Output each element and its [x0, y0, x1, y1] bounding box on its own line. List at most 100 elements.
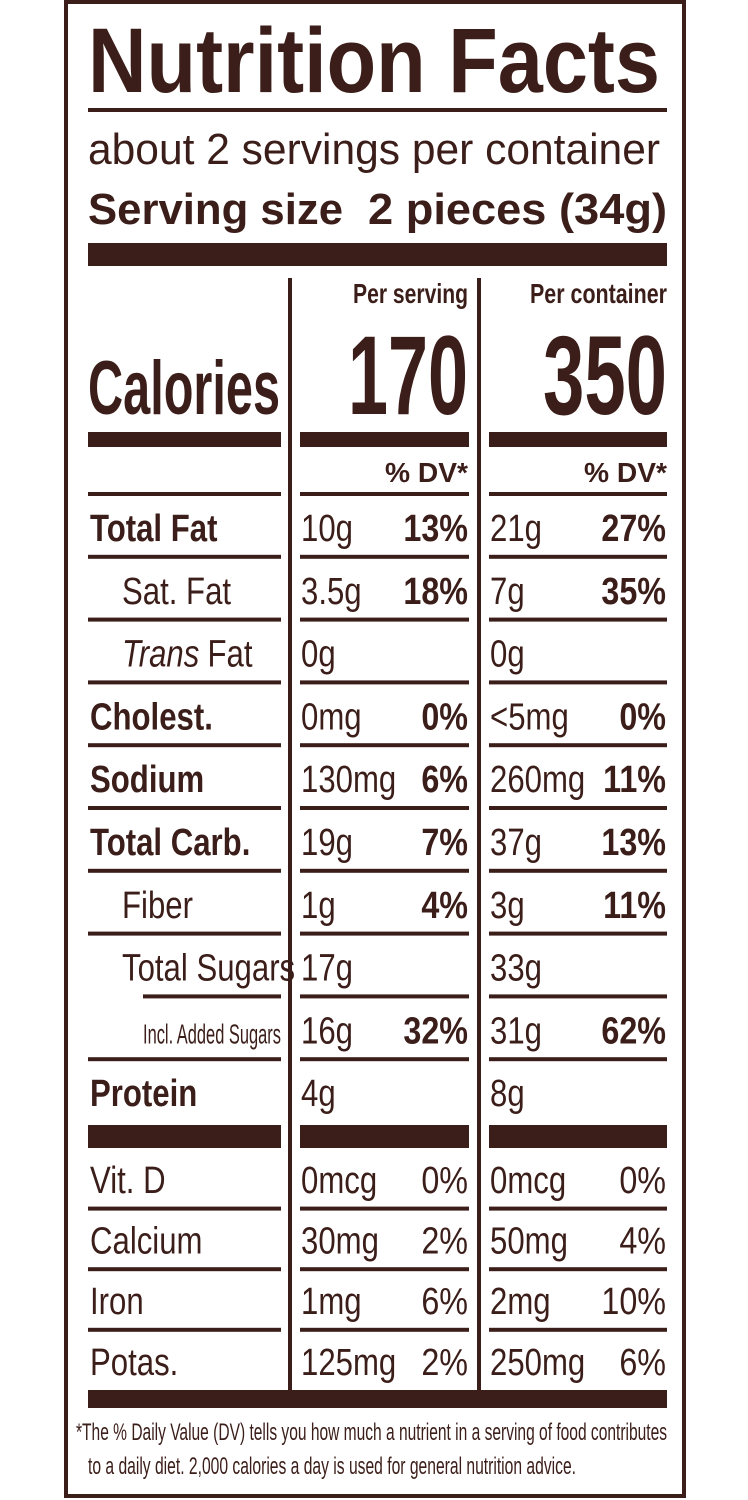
row-rule — [88, 931, 281, 936]
amount: 50mg — [490, 1221, 568, 1263]
nutrient-label: Iron — [90, 1281, 144, 1323]
nutrient-label: Trans Fat — [122, 634, 253, 676]
nutrient-label: Cholest. — [90, 697, 213, 739]
dv-header: % DV* — [385, 457, 468, 488]
daily-value: 4% — [421, 884, 468, 926]
amount: 3g — [490, 885, 525, 927]
row-rule — [88, 806, 281, 810]
thick-rule — [88, 1390, 667, 1408]
row-rule — [489, 806, 667, 810]
nutrient-label: Sodium — [90, 759, 204, 801]
row-rule — [489, 1327, 667, 1332]
row-rule — [88, 680, 281, 685]
row-rule — [489, 868, 667, 873]
amount: 3.5g — [301, 571, 362, 613]
daily-value: 0% — [619, 696, 666, 738]
daily-value: 7% — [421, 822, 468, 864]
amount: 10g — [301, 508, 353, 550]
row-rule — [489, 743, 667, 748]
row-rule — [489, 492, 667, 496]
serving-size-value: 2 pieces (34g) — [368, 185, 667, 234]
row-rule — [300, 1057, 469, 1062]
daily-value: 2% — [421, 1341, 468, 1383]
thick-rule — [88, 432, 281, 447]
row-rule — [143, 994, 281, 999]
calories-value: 170 — [348, 313, 468, 438]
row-rule — [300, 554, 469, 559]
row-rule — [300, 931, 469, 936]
label-italic: Trans — [122, 634, 199, 676]
row-rule — [88, 868, 281, 873]
row-rule — [489, 994, 667, 999]
amount: 0mcg — [490, 1160, 566, 1202]
amount: 19g — [301, 822, 353, 864]
row-rule — [489, 1206, 667, 1211]
row-rule — [88, 554, 281, 559]
daily-value: 18% — [403, 570, 468, 612]
row-rule — [489, 931, 667, 936]
row-rule — [489, 554, 667, 559]
label-border — [64, 0, 686, 1498]
row-rule — [300, 492, 469, 496]
row-rule — [489, 1267, 667, 1272]
amount: 16g — [301, 1011, 353, 1053]
amount: 125mg — [301, 1342, 396, 1384]
nutrient-label: Sat. Fat — [122, 571, 231, 613]
row-rule — [88, 1327, 281, 1332]
amount: 33g — [490, 948, 542, 990]
nutrient-label: Incl. Added Sugars — [143, 1018, 281, 1049]
dv-header: % DV* — [584, 457, 667, 488]
daily-value: 6% — [421, 759, 468, 801]
row-rule — [489, 1057, 667, 1062]
nutrient-label: Fiber — [122, 885, 193, 927]
thick-rule — [300, 1125, 469, 1148]
daily-value: 62% — [601, 1010, 666, 1052]
amount: 17g — [301, 948, 353, 990]
amount: 37g — [490, 822, 542, 864]
column-rule — [288, 278, 292, 1390]
amount: 0mcg — [301, 1160, 377, 1202]
amount: 0g — [301, 634, 336, 676]
daily-value: 0% — [619, 1160, 666, 1202]
row-rule — [300, 1206, 469, 1211]
daily-value: 6% — [421, 1281, 468, 1323]
amount: 0mg — [301, 697, 362, 739]
amount: 260mg — [490, 759, 585, 801]
row-rule — [300, 806, 469, 810]
amount: 0g — [490, 634, 525, 676]
label-text: Fat — [208, 634, 253, 676]
daily-value: 11% — [603, 759, 666, 801]
daily-value: 11% — [603, 884, 666, 926]
amount: 8g — [490, 1073, 525, 1115]
row-rule — [88, 743, 281, 748]
column-rule — [477, 278, 481, 1390]
thick-rule — [88, 1125, 281, 1148]
nutrient-label: Protein — [90, 1073, 197, 1115]
thick-rule — [489, 1125, 667, 1148]
daily-value: 10% — [601, 1281, 666, 1323]
row-rule — [300, 1267, 469, 1272]
row-rule — [88, 1206, 281, 1211]
amount: 31g — [490, 1011, 542, 1053]
daily-value: 32% — [403, 1010, 468, 1052]
calories-label: Calories — [88, 346, 280, 431]
row-rule — [300, 1327, 469, 1332]
row-rule — [300, 994, 469, 999]
row-rule — [300, 743, 469, 748]
row-rule — [489, 680, 667, 685]
row-rule — [489, 617, 667, 622]
daily-value: 0% — [421, 696, 468, 738]
amount: <5mg — [490, 697, 569, 739]
row-rule — [300, 680, 469, 685]
thick-rule — [300, 432, 469, 447]
footnote: to a daily diet. 2,000 calories a day is… — [88, 1453, 576, 1480]
nutrient-label: Calcium — [90, 1221, 203, 1263]
daily-value: 35% — [601, 570, 666, 612]
amount: 2mg — [490, 1281, 551, 1323]
serving-size-label: Serving size — [88, 185, 343, 234]
amount: 4g — [301, 1073, 336, 1115]
nutrient-label: Total Carb. — [90, 822, 250, 864]
amount: 130mg — [301, 759, 396, 801]
title: Nutrition Facts — [88, 10, 660, 112]
amount: 1g — [301, 885, 336, 927]
